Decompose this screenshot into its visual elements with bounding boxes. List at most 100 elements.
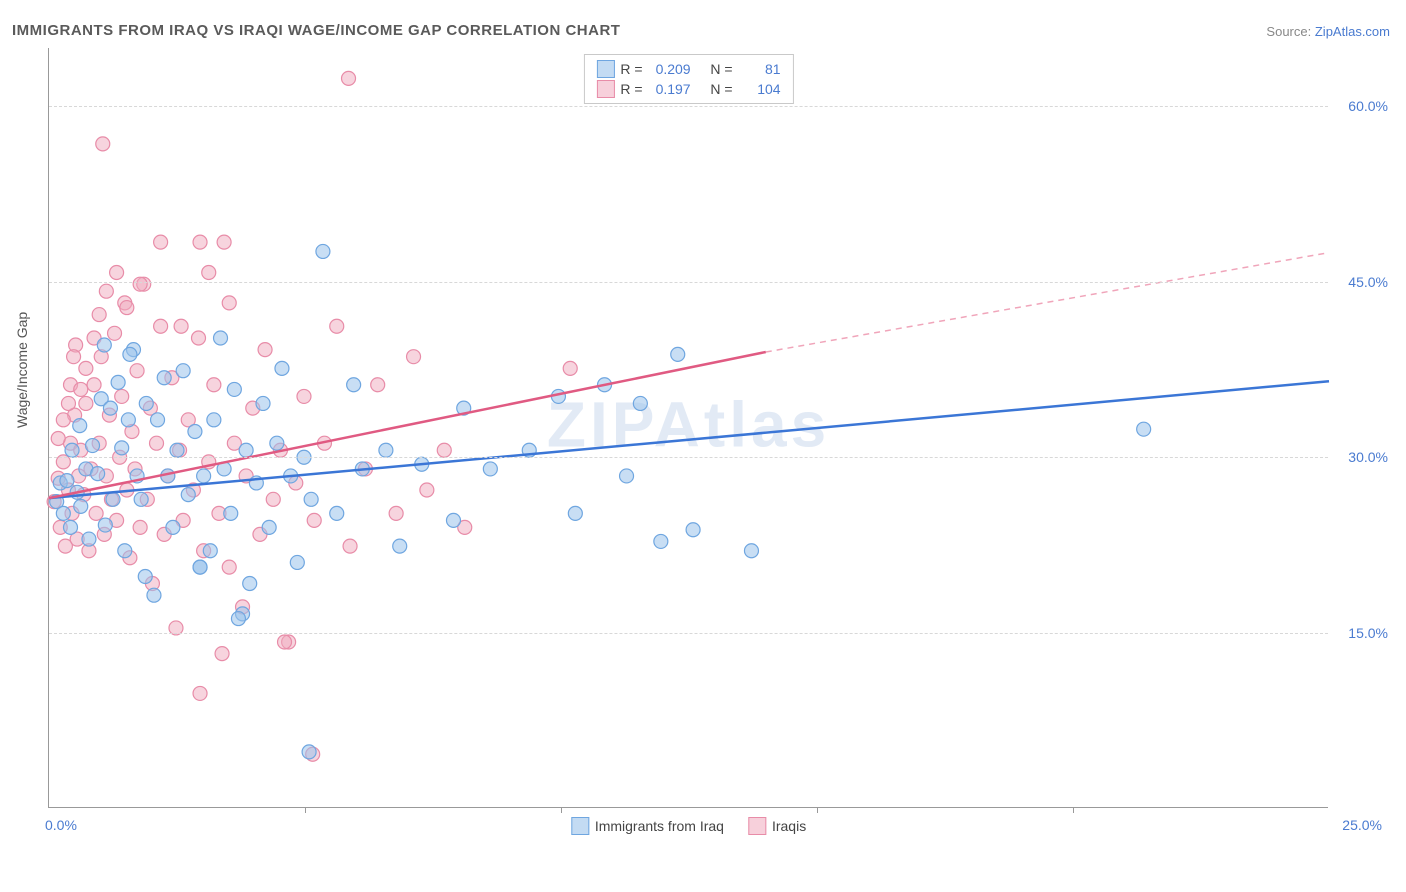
scatter-point-immigrants bbox=[103, 401, 117, 415]
scatter-point-immigrants bbox=[138, 569, 152, 583]
scatter-point-immigrants bbox=[270, 436, 284, 450]
scatter-point-immigrants bbox=[115, 441, 129, 455]
source-link[interactable]: ZipAtlas.com bbox=[1315, 24, 1390, 39]
n-value-iraqis: 104 bbox=[739, 81, 781, 97]
scatter-point-iraqis bbox=[133, 520, 147, 534]
plot-box: ZIPAtlas R = 0.209 N = 81 R = 0.197 bbox=[48, 48, 1328, 808]
scatter-point-iraqis bbox=[96, 137, 110, 151]
swatch-pink-icon bbox=[748, 817, 766, 835]
scatter-point-immigrants bbox=[393, 539, 407, 553]
scatter-point-immigrants bbox=[64, 520, 78, 534]
scatter-point-immigrants bbox=[193, 560, 207, 574]
scatter-point-immigrants bbox=[170, 443, 184, 457]
scatter-point-iraqis bbox=[154, 319, 168, 333]
legend-label-iraqis: Iraqis bbox=[772, 818, 806, 834]
scatter-point-immigrants bbox=[671, 347, 685, 361]
scatter-point-iraqis bbox=[79, 361, 93, 375]
scatter-point-iraqis bbox=[222, 560, 236, 574]
scatter-point-immigrants bbox=[483, 462, 497, 476]
source-label: Source: bbox=[1266, 24, 1311, 39]
x-tick-mark bbox=[817, 807, 818, 813]
x-tick-mark bbox=[1073, 807, 1074, 813]
scatter-point-immigrants bbox=[290, 555, 304, 569]
legend-item-iraqis: Iraqis bbox=[748, 817, 806, 835]
scatter-point-immigrants bbox=[224, 506, 238, 520]
scatter-point-iraqis bbox=[278, 635, 292, 649]
swatch-blue-icon bbox=[571, 817, 589, 835]
legend-row-iraqis: R = 0.197 N = 104 bbox=[596, 79, 780, 99]
n-label: N = bbox=[710, 61, 732, 77]
y-tick-label: 30.0% bbox=[1332, 449, 1388, 465]
r-value-iraqis: 0.197 bbox=[649, 81, 691, 97]
legend-row-immigrants: R = 0.209 N = 81 bbox=[596, 59, 780, 79]
scatter-point-immigrants bbox=[151, 413, 165, 427]
scatter-point-iraqis bbox=[563, 361, 577, 375]
gridline-h bbox=[49, 282, 1328, 283]
scatter-point-iraqis bbox=[79, 396, 93, 410]
scatter-point-iraqis bbox=[133, 277, 147, 291]
scatter-point-immigrants bbox=[134, 492, 148, 506]
scatter-point-immigrants bbox=[654, 534, 668, 548]
scatter-point-immigrants bbox=[139, 396, 153, 410]
r-value-immigrants: 0.209 bbox=[649, 61, 691, 77]
scatter-point-immigrants bbox=[60, 474, 74, 488]
scatter-point-iraqis bbox=[193, 686, 207, 700]
legend-label-immigrants: Immigrants from Iraq bbox=[595, 818, 724, 834]
scatter-point-immigrants bbox=[157, 371, 171, 385]
scatter-point-immigrants bbox=[231, 612, 245, 626]
scatter-point-iraqis bbox=[307, 513, 321, 527]
scatter-point-immigrants bbox=[73, 419, 87, 433]
scatter-point-iraqis bbox=[61, 396, 75, 410]
scatter-point-immigrants bbox=[91, 467, 105, 481]
scatter-point-immigrants bbox=[207, 413, 221, 427]
scatter-point-immigrants bbox=[197, 469, 211, 483]
gridline-h bbox=[49, 457, 1328, 458]
source-attribution: Source: ZipAtlas.com bbox=[1266, 24, 1390, 39]
scatter-point-immigrants bbox=[330, 506, 344, 520]
scatter-point-immigrants bbox=[243, 577, 257, 591]
scatter-point-iraqis bbox=[108, 326, 122, 340]
scatter-point-immigrants bbox=[106, 492, 120, 506]
scatter-point-immigrants bbox=[633, 396, 647, 410]
scatter-point-immigrants bbox=[188, 425, 202, 439]
scatter-point-immigrants bbox=[302, 745, 316, 759]
scatter-point-iraqis bbox=[371, 378, 385, 392]
scatter-point-iraqis bbox=[89, 506, 103, 520]
scatter-point-immigrants bbox=[123, 347, 137, 361]
scatter-point-iraqis bbox=[215, 647, 229, 661]
y-tick-label: 60.0% bbox=[1332, 98, 1388, 114]
scatter-point-iraqis bbox=[437, 443, 451, 457]
plot-area: Wage/Income Gap ZIPAtlas R = 0.209 N = 8… bbox=[48, 48, 1388, 838]
scatter-point-iraqis bbox=[297, 389, 311, 403]
n-value-immigrants: 81 bbox=[739, 61, 781, 77]
scatter-point-immigrants bbox=[65, 443, 79, 457]
scatter-point-immigrants bbox=[568, 506, 582, 520]
scatter-point-iraqis bbox=[51, 432, 65, 446]
scatter-point-iraqis bbox=[154, 235, 168, 249]
scatter-point-immigrants bbox=[379, 443, 393, 457]
scatter-point-immigrants bbox=[56, 506, 70, 520]
scatter-point-immigrants bbox=[118, 544, 132, 558]
scatter-point-immigrants bbox=[121, 413, 135, 427]
scatter-point-immigrants bbox=[74, 499, 88, 513]
scatter-point-immigrants bbox=[304, 492, 318, 506]
x-tick-mark bbox=[305, 807, 306, 813]
scatter-point-iraqis bbox=[192, 331, 206, 345]
r-label: R = bbox=[620, 81, 642, 97]
scatter-point-iraqis bbox=[150, 436, 164, 450]
correlation-legend-box: R = 0.209 N = 81 R = 0.197 N = 104 bbox=[583, 54, 793, 104]
scatter-point-immigrants bbox=[203, 544, 217, 558]
scatter-point-immigrants bbox=[98, 518, 112, 532]
scatter-point-immigrants bbox=[275, 361, 289, 375]
scatter-point-immigrants bbox=[82, 532, 96, 546]
scatter-point-iraqis bbox=[207, 378, 221, 392]
scatter-point-iraqis bbox=[258, 343, 272, 357]
scatter-point-iraqis bbox=[266, 492, 280, 506]
scatter-point-immigrants bbox=[620, 469, 634, 483]
x-tick-mark bbox=[561, 807, 562, 813]
swatch-blue-icon bbox=[596, 60, 614, 78]
scatter-point-immigrants bbox=[686, 523, 700, 537]
y-tick-label: 15.0% bbox=[1332, 625, 1388, 641]
scatter-point-immigrants bbox=[111, 375, 125, 389]
scatter-point-iraqis bbox=[120, 301, 134, 315]
